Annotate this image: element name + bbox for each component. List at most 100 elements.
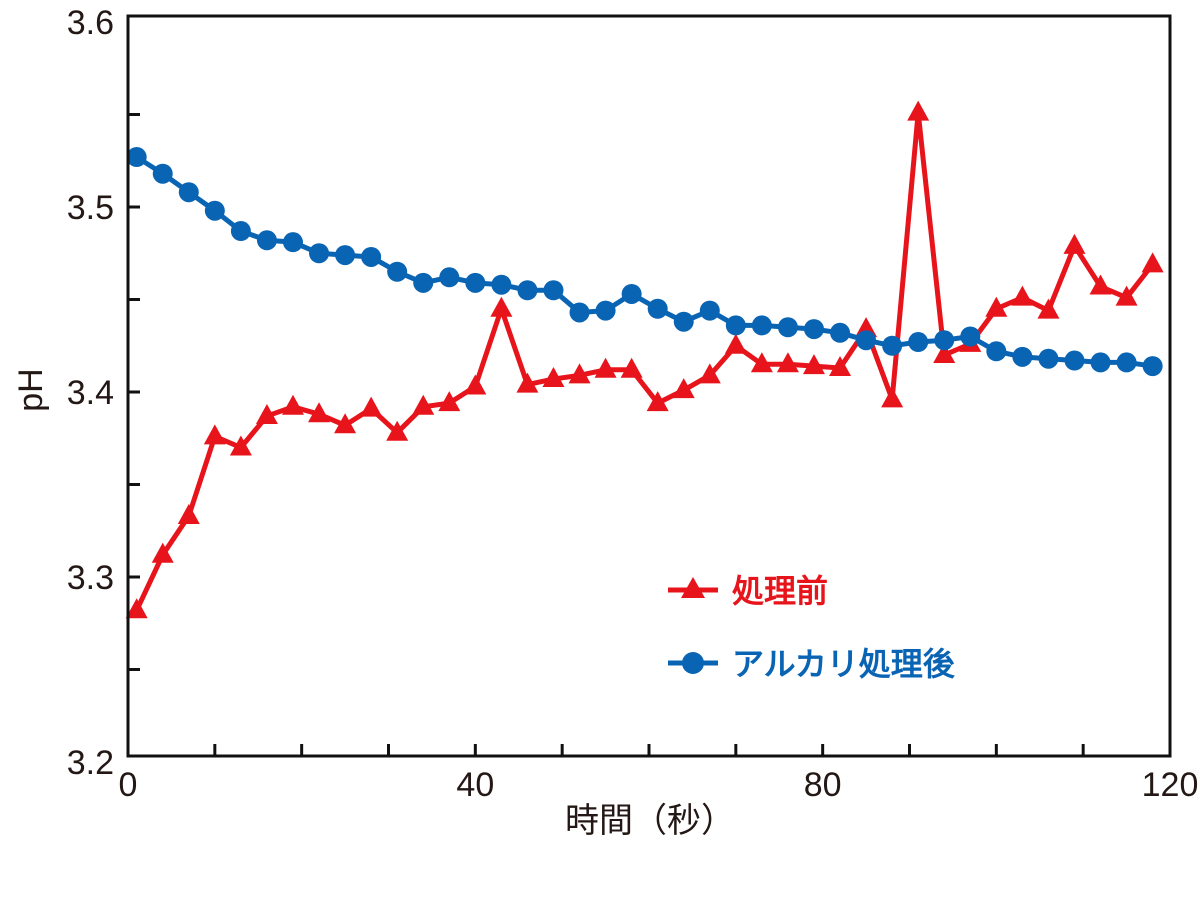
data-point-triangle (985, 296, 1008, 317)
data-point-triangle (516, 372, 539, 393)
series-line-0 (134, 110, 1155, 612)
data-point-circle (309, 243, 330, 264)
data-point-triangle (594, 357, 617, 378)
data-point-triangle (203, 424, 226, 445)
data-point-triangle (1115, 285, 1138, 306)
y-tick-label: 3.4 (67, 374, 114, 412)
x-tick-label: 80 (804, 766, 842, 804)
data-point-circle (178, 182, 199, 203)
legend-label-series-1: アルカリ処理後 (732, 646, 956, 682)
data-point-triangle (125, 598, 148, 619)
data-point-circle (543, 280, 564, 301)
data-point-triangle (542, 367, 565, 388)
data-point-circle (230, 221, 251, 242)
x-tick-label: 0 (119, 766, 138, 804)
legend-triangle-marker (681, 577, 705, 598)
data-point-triangle (1141, 252, 1164, 273)
data-point-circle (361, 246, 382, 267)
data-point-circle (960, 326, 981, 347)
data-point-circle (803, 319, 824, 340)
data-point-circle (986, 341, 1007, 362)
data-point-triangle (776, 352, 799, 373)
data-point-circle (1116, 352, 1137, 373)
data-point-circle (256, 230, 277, 251)
data-point-circle (1012, 346, 1033, 367)
data-point-triangle (412, 394, 435, 415)
x-axis-title: 時間（秒） (565, 802, 735, 840)
data-point-triangle (360, 396, 383, 417)
x-tick-label: 40 (456, 766, 494, 804)
data-point-triangle (281, 394, 304, 415)
y-tick-label: 3.5 (67, 189, 114, 227)
data-point-triangle (334, 413, 357, 434)
data-point-circle (439, 267, 460, 288)
data-point-circle (152, 163, 173, 184)
data-point-circle (1038, 348, 1059, 369)
data-point-circle (777, 317, 798, 338)
data-point-triangle (750, 352, 773, 373)
data-point-circle (204, 200, 225, 221)
legend: 処理前 アルカリ処理後 (668, 573, 956, 682)
data-point-circle (882, 335, 903, 356)
data-point-circle (908, 332, 929, 353)
legend-circle-marker (682, 652, 704, 674)
data-point-triangle (881, 387, 904, 408)
data-point-circle (517, 280, 538, 301)
data-point-triangle (907, 100, 930, 121)
data-point-triangle (1063, 233, 1086, 254)
data-point-triangle (829, 355, 852, 376)
data-point-triangle (255, 404, 278, 425)
data-point-triangle (308, 402, 331, 423)
plot-frame (126, 14, 1172, 758)
data-point-circle (934, 330, 955, 351)
data-point-triangle (151, 542, 174, 563)
data-point-circle (335, 245, 356, 266)
data-point-triangle (438, 391, 461, 412)
data-point-circle (699, 300, 720, 321)
data-point-triangle (1037, 298, 1060, 319)
data-point-triangle (646, 391, 669, 412)
y-tick-label: 3.3 (67, 559, 114, 597)
data-point-circle (725, 315, 746, 336)
data-point-circle (569, 302, 590, 323)
data-point-circle (647, 298, 668, 319)
data-point-triangle (620, 357, 643, 378)
data-point-circle (856, 330, 877, 351)
data-point-circle (413, 272, 434, 293)
data-point-triangle (1011, 285, 1034, 306)
axis-ticks: 0 40 80 120 3.2 3.3 3.4 3.5 3.6 (67, 4, 1199, 804)
data-point-triangle (464, 374, 487, 395)
data-point-circle (830, 322, 851, 343)
data-point-triangle (1089, 274, 1112, 295)
data-point-triangle (802, 354, 825, 375)
data-point-circle (465, 272, 486, 293)
data-point-circle (282, 232, 303, 253)
data-point-triangle (490, 296, 513, 317)
plot-marks (125, 100, 1164, 619)
data-point-circle (491, 274, 512, 295)
x-tick-label: 120 (1142, 766, 1199, 804)
data-point-triangle (386, 420, 409, 441)
data-point-circle (1064, 350, 1085, 371)
y-tick-label: 3.6 (67, 4, 114, 42)
data-point-triangle (177, 503, 200, 524)
y-axis-title: pH (12, 368, 50, 411)
data-point-circle (673, 311, 694, 332)
data-point-circle (1090, 352, 1111, 373)
data-point-circle (1142, 356, 1163, 377)
data-point-triangle (672, 378, 695, 399)
series-line-1 (135, 154, 1153, 369)
data-point-circle (126, 147, 147, 168)
y-tick-label: 3.2 (67, 744, 114, 782)
data-point-triangle (724, 333, 747, 354)
legend-label-series-0: 処理前 (732, 573, 828, 609)
data-point-triangle (698, 363, 721, 384)
data-point-circle (595, 300, 616, 321)
data-point-circle (751, 315, 772, 336)
data-point-triangle (229, 435, 252, 456)
data-point-circle (387, 261, 408, 282)
data-point-triangle (933, 343, 956, 363)
data-point-circle (621, 283, 642, 304)
data-point-triangle (568, 363, 591, 384)
